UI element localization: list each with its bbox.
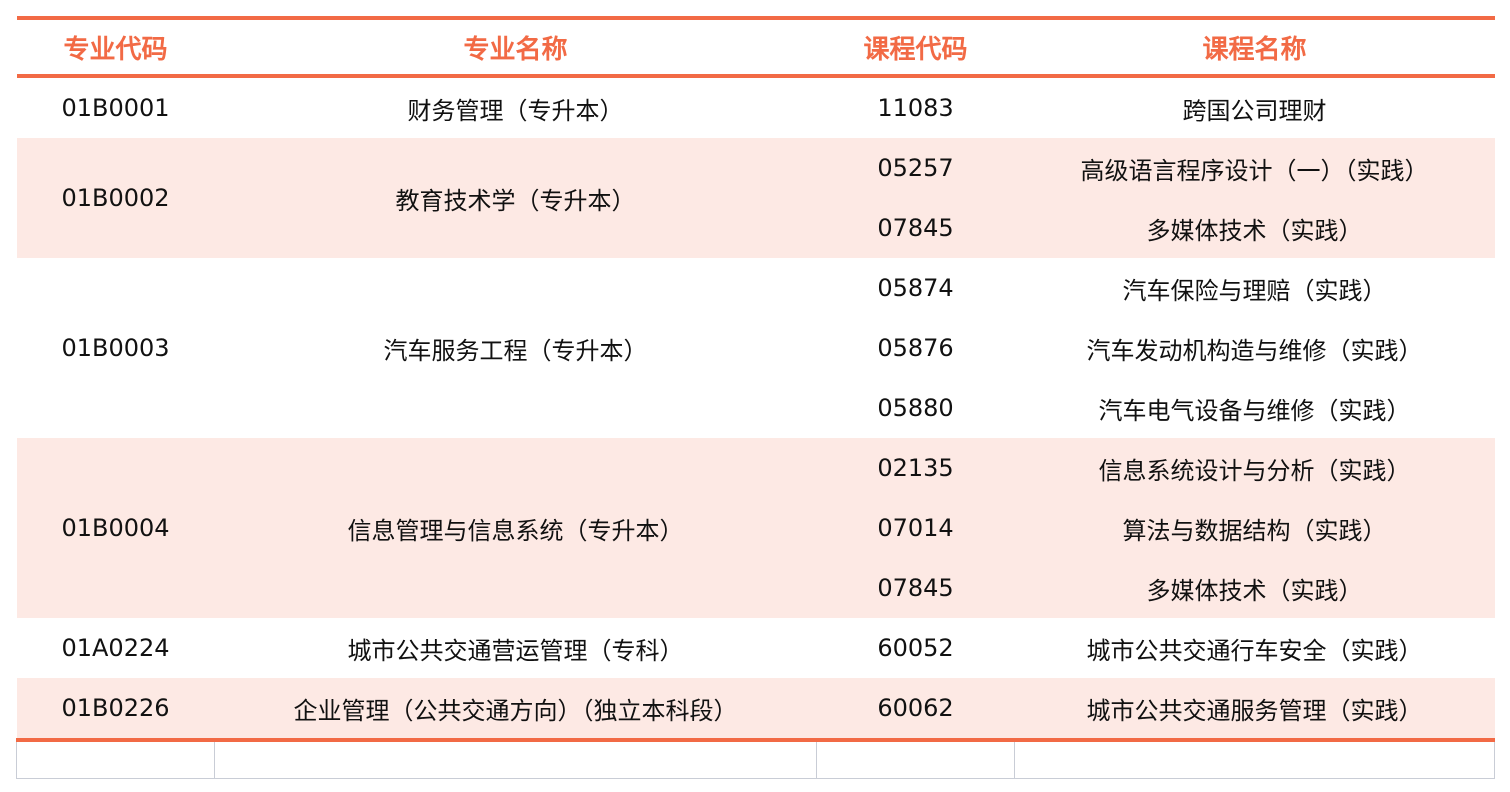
course-code: 07014	[816, 498, 1015, 558]
header-major-code: 专业代码	[63, 34, 168, 65]
major-name: 信息管理与信息系统（专升本）	[214, 438, 817, 618]
empty-cell	[816, 740, 1015, 779]
course-name: 汽车保险与理赔（实践）	[1122, 276, 1387, 305]
course-code: 07845	[816, 198, 1015, 258]
table-row: 01B0003 汽车服务工程（专升本） 05874 汽车保险与理赔（实践）	[17, 258, 1495, 365]
table-row: 07845 多媒体技术（实践）	[17, 558, 1495, 618]
course-name: 跨国公司理财	[1182, 96, 1327, 125]
header-major-name: 专业名称	[463, 34, 568, 65]
empty-cell	[1014, 740, 1495, 779]
course-code: 05876	[877, 334, 954, 362]
table-row: 01B0002 教育技术学（专升本） 05257 高级语言程序设计（一）（实践）	[16, 138, 1495, 258]
course-code: 07845	[816, 558, 1015, 618]
table-row: 01B0004 信息管理与信息系统（专升本） 02135 信息系统设计与分析（实践）	[16, 438, 1495, 618]
header-row: 专业代码 专业名称 课程代码 课程名称	[16, 18, 1495, 76]
course-name: 城市公共交通服务管理（实践）	[1014, 678, 1495, 740]
table-row: 05880 汽车电气设备与维修（实践）	[17, 378, 1495, 438]
course-code: 05874	[877, 274, 954, 302]
course-name: 多媒体技术（实践）	[1014, 198, 1495, 258]
table-row: 07014 算法与数据结构（实践）	[17, 498, 1495, 558]
major-code: 01B0226	[16, 678, 215, 740]
empty-cell	[214, 740, 817, 779]
major-code: 01B0002	[16, 138, 215, 258]
course-table: 专业代码 专业名称 课程代码 课程名称 01B0001 财务管理（专升本） 1108…	[16, 16, 1495, 779]
course-name: 信息系统设计与分析（实践）	[1014, 438, 1495, 498]
header-course-name: 课程名称	[1202, 34, 1307, 65]
course-code: 60062	[816, 678, 1015, 740]
major-code: 01A0224	[61, 634, 170, 662]
empty-cell	[16, 740, 215, 779]
major-name: 汽车服务工程（专升本）	[383, 336, 648, 365]
major-name: 财务管理（专升本）	[407, 96, 624, 125]
empty-row	[16, 740, 1495, 779]
table-row: 01B0001 财务管理（专升本） 11083 跨国公司理财	[17, 76, 1495, 138]
course-code: 11083	[877, 94, 954, 122]
major-name: 企业管理（公共交通方向）（独立本科段）	[214, 678, 817, 740]
table-row: 01B0226 企业管理（公共交通方向）（独立本科段） 60062 城市公共交通服务管…	[16, 678, 1495, 740]
major-name: 城市公共交通营运管理（专科）	[347, 636, 684, 665]
major-code: 01B0004	[16, 438, 215, 618]
major-name: 教育技术学（专升本）	[214, 138, 817, 258]
course-code: 05257	[816, 138, 1015, 198]
table-row: 01A0224 城市公共交通营运管理（专科） 60052 城市公共交通行车安全（实践）	[17, 618, 1495, 678]
header-course-code: 课程代码	[863, 34, 968, 65]
course-name: 算法与数据结构（实践）	[1014, 498, 1495, 558]
course-code: 05880	[877, 394, 954, 422]
course-name: 汽车发动机构造与维修（实践）	[1086, 336, 1423, 365]
course-name: 城市公共交通行车安全（实践）	[1086, 636, 1423, 665]
course-name: 汽车电气设备与维修（实践）	[1098, 396, 1411, 425]
table-row: 07845 多媒体技术（实践）	[17, 198, 1495, 258]
table-row: 05876 汽车发动机构造与维修（实践）	[17, 318, 1495, 378]
course-name: 多媒体技术（实践）	[1014, 558, 1495, 618]
major-code: 01B0003	[61, 334, 170, 362]
major-code: 01B0001	[61, 94, 170, 122]
course-code: 02135	[816, 438, 1015, 498]
course-code: 60052	[877, 634, 954, 662]
course-name: 高级语言程序设计（一）（实践）	[1014, 138, 1495, 198]
